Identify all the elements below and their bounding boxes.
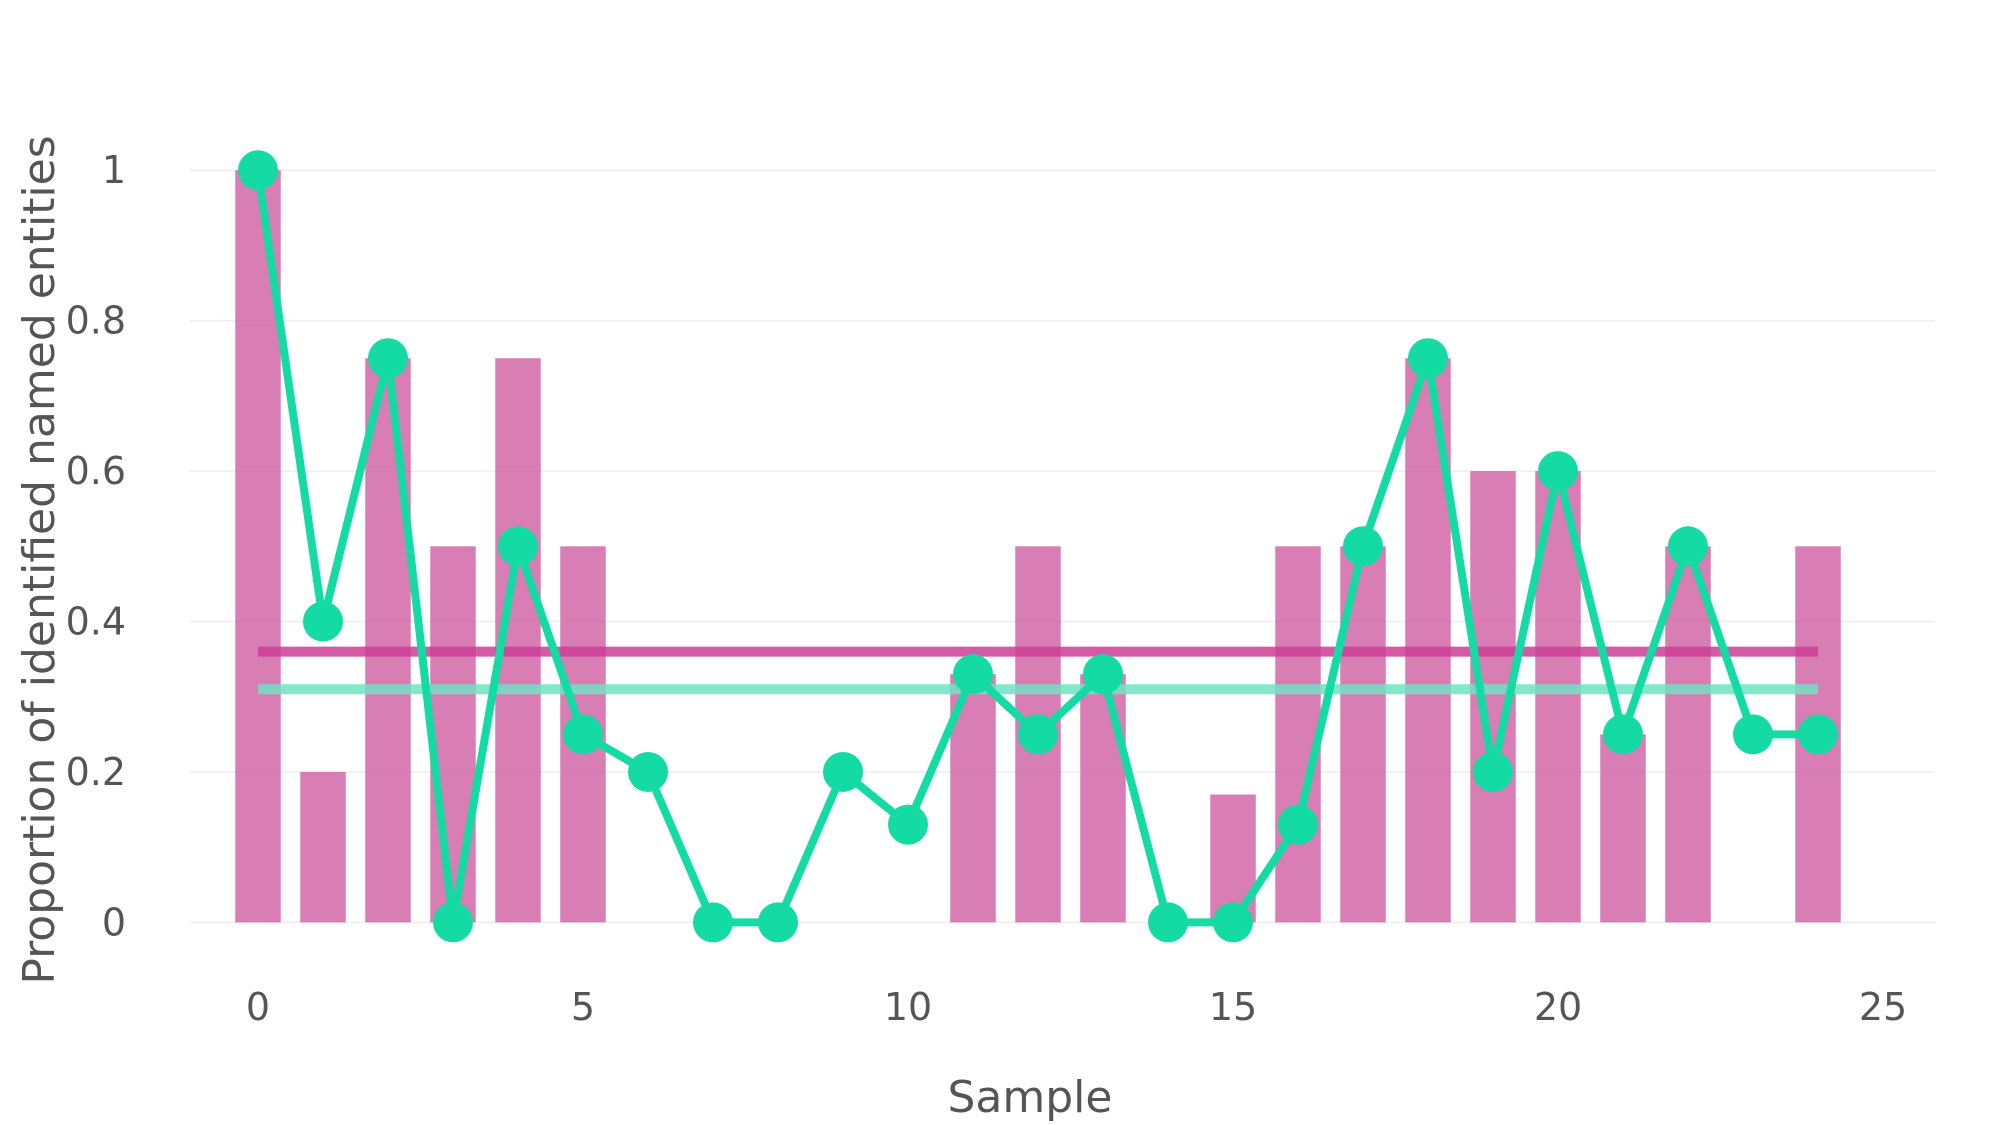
line-point — [368, 338, 408, 379]
line-point — [1473, 751, 1513, 792]
line-point — [693, 902, 733, 943]
line-point — [953, 654, 993, 695]
x-tick-label: 15 — [1209, 985, 1257, 1029]
x-tick-label: 5 — [571, 985, 595, 1029]
line-point — [1538, 451, 1578, 492]
y-axis-title: Proportion of identified named entities — [14, 135, 65, 984]
y-tick-label: 0 — [102, 900, 126, 944]
line-point — [498, 526, 538, 567]
line-point — [758, 902, 798, 943]
line-point — [1148, 902, 1188, 943]
line-point — [433, 902, 473, 943]
x-tick-label: 20 — [1534, 985, 1582, 1029]
line-point — [1668, 526, 1708, 567]
line-point — [1798, 714, 1838, 755]
bar — [1600, 734, 1646, 923]
y-tick-label: 0.2 — [66, 750, 126, 794]
line-point — [303, 601, 343, 642]
y-tick-label: 0.4 — [66, 600, 126, 644]
line-point — [1408, 338, 1448, 379]
mean-lines — [258, 646, 1818, 695]
x-tick-label: 0 — [246, 985, 270, 1029]
line-point — [823, 751, 863, 792]
x-axis-title: Sample — [948, 1072, 1113, 1123]
y-tick-label: 0.6 — [66, 449, 126, 493]
line-point — [1278, 804, 1318, 845]
y-axis-ticks: 0 0.2 0.4 0.6 0.8 1 — [66, 148, 126, 944]
bar — [1080, 674, 1126, 923]
bar — [1275, 546, 1321, 923]
bar — [430, 546, 476, 923]
bar — [300, 771, 346, 923]
line-point — [1733, 714, 1773, 755]
line-point — [1083, 654, 1123, 695]
line-point — [238, 150, 278, 191]
line-point — [888, 804, 928, 845]
line-point — [1018, 714, 1058, 755]
line-point — [563, 714, 603, 755]
line-point — [1603, 714, 1643, 755]
series-line-group — [238, 150, 1838, 943]
y-tick-label: 0.8 — [66, 299, 126, 343]
x-tick-label: 25 — [1859, 985, 1907, 1029]
x-axis-ticks: 0 5 10 15 20 25 — [246, 985, 1907, 1029]
bar — [1665, 546, 1711, 923]
y-tick-label: 1 — [102, 148, 126, 192]
line-point — [1213, 902, 1253, 943]
bar — [365, 358, 411, 923]
line-point — [1343, 526, 1383, 567]
line-point — [628, 751, 668, 792]
x-tick-label: 10 — [884, 985, 932, 1029]
bars — [235, 170, 1841, 923]
